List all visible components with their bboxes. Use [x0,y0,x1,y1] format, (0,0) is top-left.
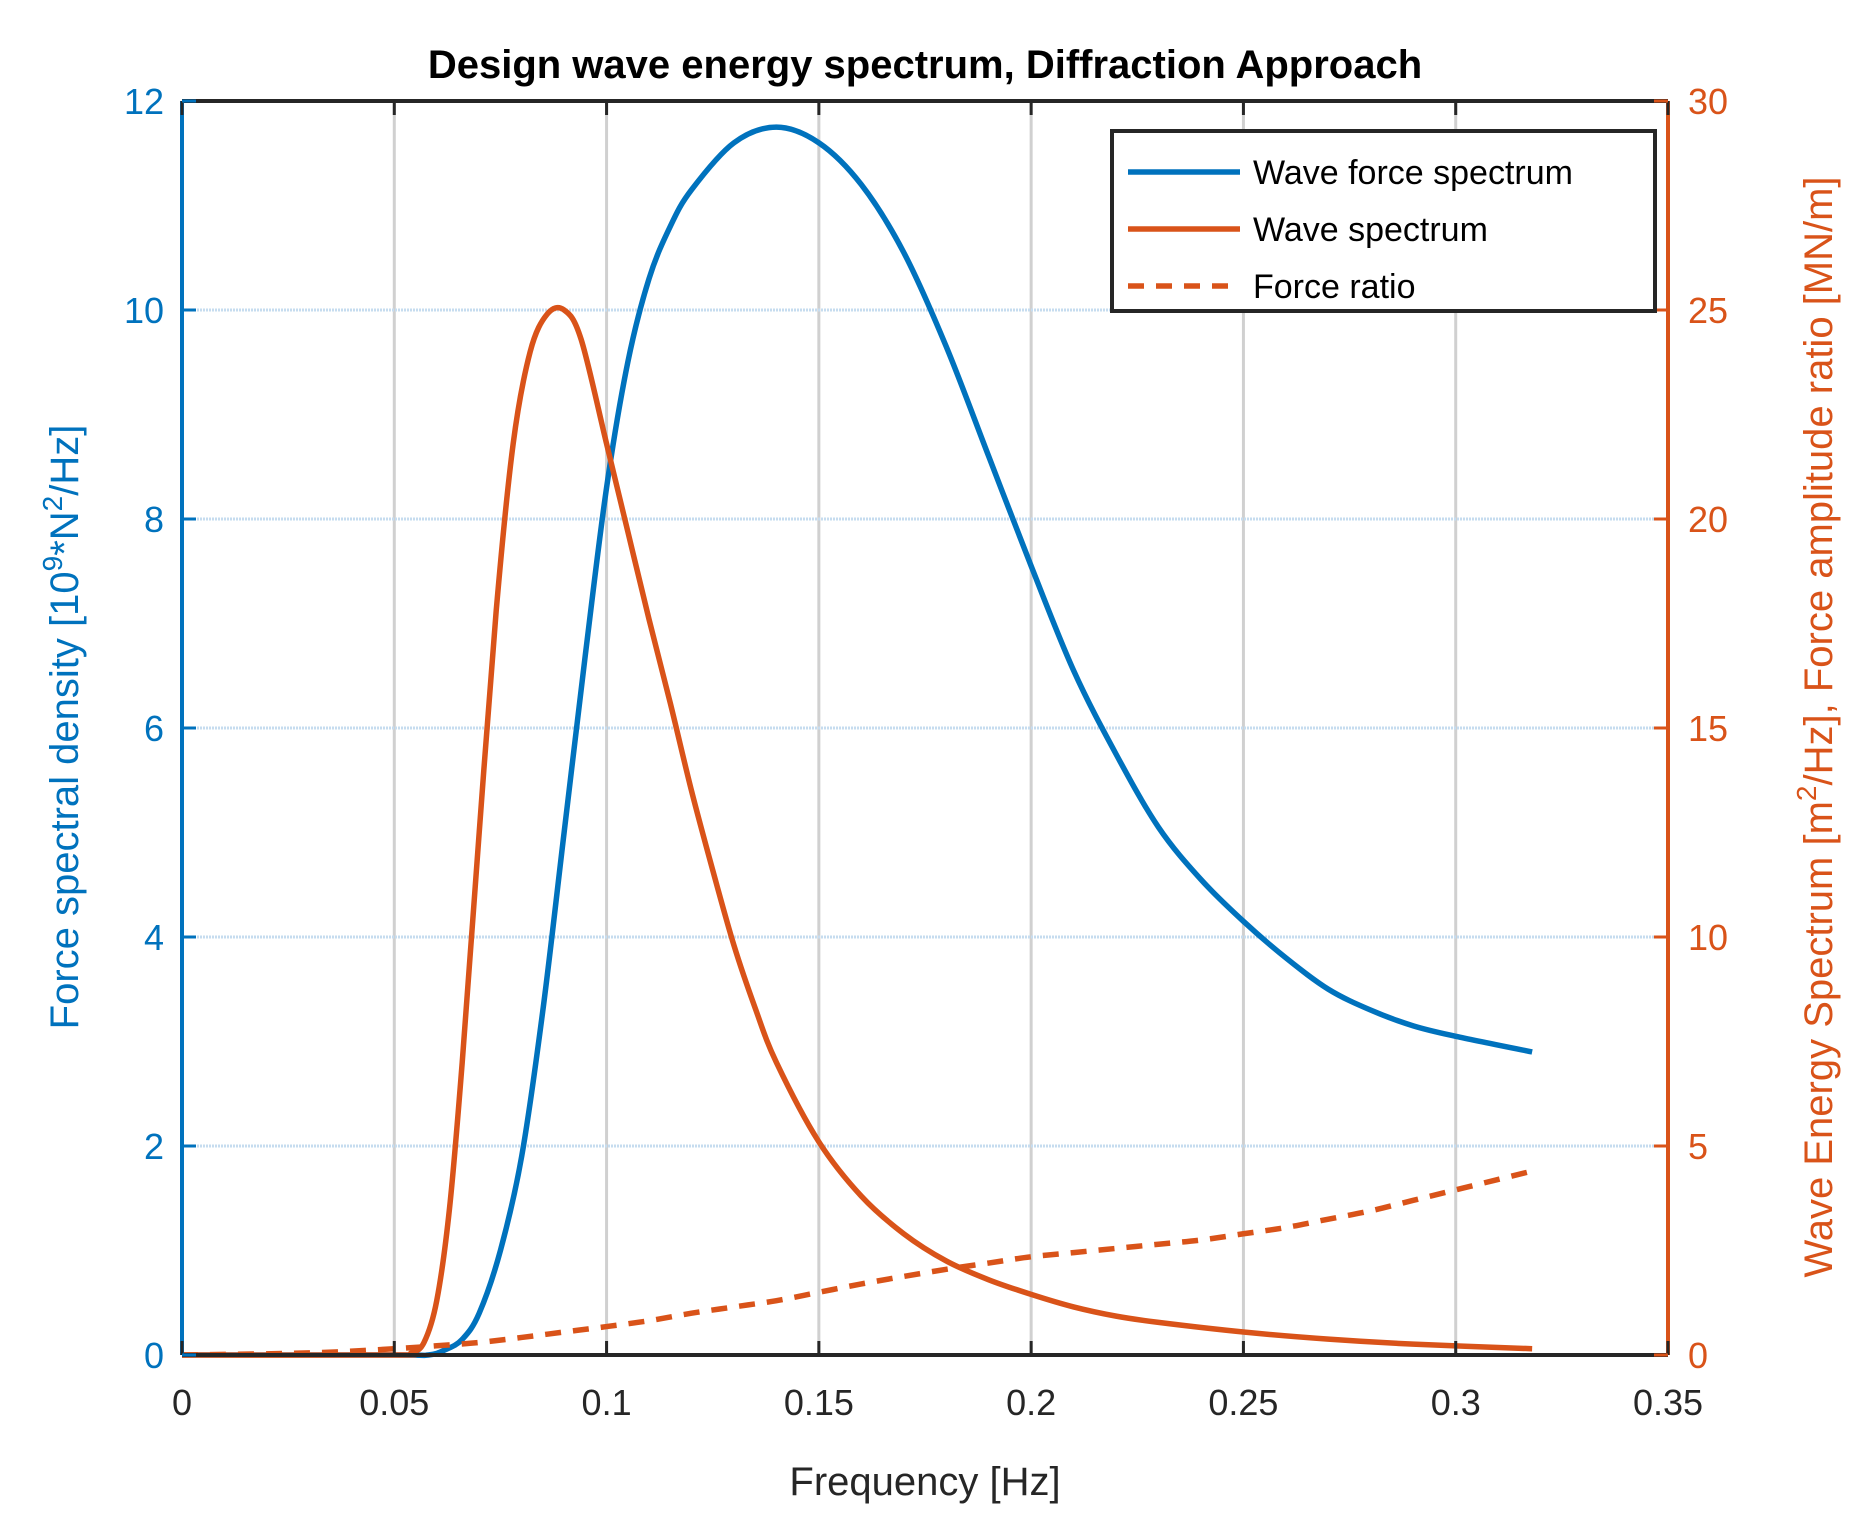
x-tick-label: 0.3 [1431,1382,1481,1423]
y-tick-label: 10 [124,290,164,331]
y2-tick-label: 5 [1688,1126,1708,1167]
legend-box [1110,129,1657,313]
y2-tick-label: 20 [1688,499,1728,540]
series-group [181,124,1533,1359]
series-line-force-ratio [181,1168,1533,1358]
y-label-part: *N [43,511,87,555]
y-label-part: /Hz] [43,425,87,496]
legend-label: Wave force spectrum [1253,154,1573,192]
y-tick-label: 0 [144,1335,164,1376]
y-label-part: Force spectral density [10 [43,571,87,1029]
y-tick-label: 12 [124,81,164,122]
series-line-wave-force-spectrum [181,124,1533,1359]
y2-tick-label: 30 [1688,81,1728,122]
y2-label-superscript: 2 [1791,786,1822,802]
x-tick-label: 0.25 [1208,1382,1278,1423]
y-axis-label: Force spectral density [109*N2/Hz] [37,425,87,1030]
x-tick-label: 0.2 [1006,1382,1056,1423]
y2-tick-label: 0 [1688,1335,1708,1376]
legend: Wave force spectrum Wave spectrum Force ra… [1110,129,1657,313]
x-axis-label: Frequency [Hz] [789,1460,1060,1504]
y-tick-label: 6 [144,708,164,749]
y2-axis-label: Wave Energy Spectrum [m2/Hz], Force ampl… [1791,176,1841,1277]
series-line-wave-spectrum [181,304,1533,1358]
grid [182,101,1668,1355]
y2-tick-label: 10 [1688,917,1728,958]
y-tick-label: 8 [144,499,164,540]
ticks: 0 0.05 0.1 0.15 0.2 0.25 0.3 0.35 0 2 4 6 8 10 12 0 5 10 1… [124,81,1728,1423]
legend-label: Force ratio [1253,268,1416,306]
chart-title: Design wave energy spectrum, Diffraction… [428,43,1422,87]
y2-tick-label: 25 [1688,290,1728,331]
y-tick-label: 4 [144,917,164,958]
y-label-superscript: 9 [37,556,68,572]
y2-label-part: /Hz], Force amplitude ratio [MN/m] [1797,176,1841,785]
y2-label-part: Wave Energy Spectrum [m [1797,801,1841,1277]
x-tick-label: 0.1 [582,1382,632,1423]
x-tick-label: 0.05 [359,1382,429,1423]
y-tick-label: 2 [144,1126,164,1167]
x-tick-label: 0 [172,1382,192,1423]
y-label-superscript: 2 [37,496,68,512]
x-tick-label: 0.35 [1633,1382,1703,1423]
x-tick-label: 0.15 [784,1382,854,1423]
legend-label: Wave spectrum [1253,211,1488,249]
y2-tick-label: 15 [1688,708,1728,749]
